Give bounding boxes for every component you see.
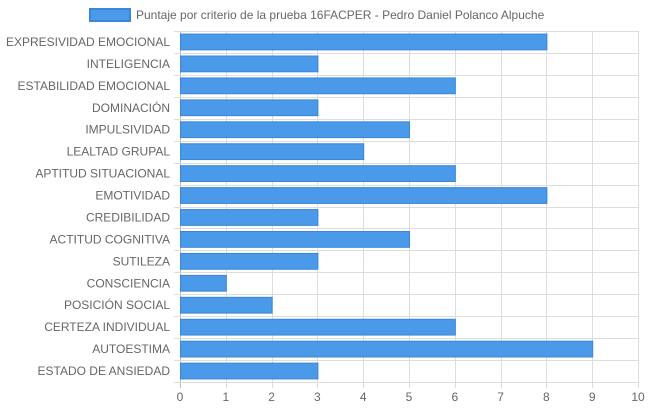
category-label: ESTABILIDAD EMOCIONAL — [18, 79, 171, 93]
category-label: CERTEZA INDIVIDUAL — [44, 320, 170, 334]
category-label: AUTOESTIMA — [92, 342, 170, 356]
bar[interactable] — [180, 274, 227, 292]
category-label: LEALTAD GRUPAL — [67, 145, 171, 159]
bar[interactable] — [180, 209, 319, 226]
bar[interactable] — [180, 252, 319, 270]
x-tick-label: 4 — [360, 390, 367, 404]
bar[interactable] — [180, 33, 548, 51]
legend[interactable]: Puntaje por criterio de la prueba 16FACP… — [89, 8, 545, 22]
bar[interactable] — [180, 340, 594, 358]
bar[interactable] — [180, 121, 410, 139]
x-tick-label: 3 — [314, 390, 321, 404]
x-axis-ticks: 0 1 2 3 4 5 6 7 8 9 10 — [177, 390, 645, 404]
legend-label[interactable]: Puntaje por criterio de la prueba 16FACP… — [136, 8, 545, 22]
category-label: APTITUD SITUACIONAL — [35, 167, 170, 181]
category-label: SUTILEZA — [113, 254, 170, 268]
x-tick-label: 2 — [268, 390, 275, 404]
x-tick-label: 5 — [406, 390, 413, 404]
bar[interactable] — [180, 99, 319, 117]
category-label: EXPRESIVIDAD EMOCIONAL — [6, 35, 170, 49]
bars — [180, 33, 594, 380]
bar[interactable] — [180, 187, 548, 204]
category-label: IMPULSIVIDAD — [85, 123, 170, 137]
x-tick-label: 0 — [177, 390, 184, 404]
x-tick-label: 1 — [222, 390, 229, 404]
bar[interactable] — [180, 165, 456, 182]
x-tick-label: 10 — [631, 390, 645, 404]
bar[interactable] — [180, 318, 456, 336]
category-label: EMOTIVIDAD — [95, 189, 170, 203]
category-label: CREDIBILIDAD — [86, 210, 170, 224]
category-label: DOMINACIÓN — [92, 100, 170, 115]
category-label: ESTADO DE ANSIEDAD — [38, 364, 171, 378]
x-tick-label: 8 — [543, 390, 550, 404]
category-labels: EXPRESIVIDAD EMOCIONAL INTELIGENCIA ESTABI… — [6, 35, 170, 378]
category-label: ACTITUD COGNITIVA — [50, 232, 170, 246]
legend-swatch[interactable] — [89, 8, 131, 22]
bar[interactable] — [180, 296, 273, 314]
category-label: CONSCIENCIA — [87, 276, 170, 290]
category-label: POSICIÓN SOCIAL — [64, 297, 170, 312]
x-tick-label: 9 — [589, 390, 596, 404]
bar[interactable] — [180, 362, 319, 380]
x-tick-label: 7 — [497, 390, 504, 404]
x-tick-label: 6 — [451, 390, 458, 404]
bar[interactable] — [180, 231, 410, 248]
bar[interactable] — [180, 143, 365, 161]
bar[interactable] — [180, 77, 456, 95]
bar[interactable] — [180, 55, 319, 73]
category-label: INTELIGENCIA — [87, 57, 170, 71]
